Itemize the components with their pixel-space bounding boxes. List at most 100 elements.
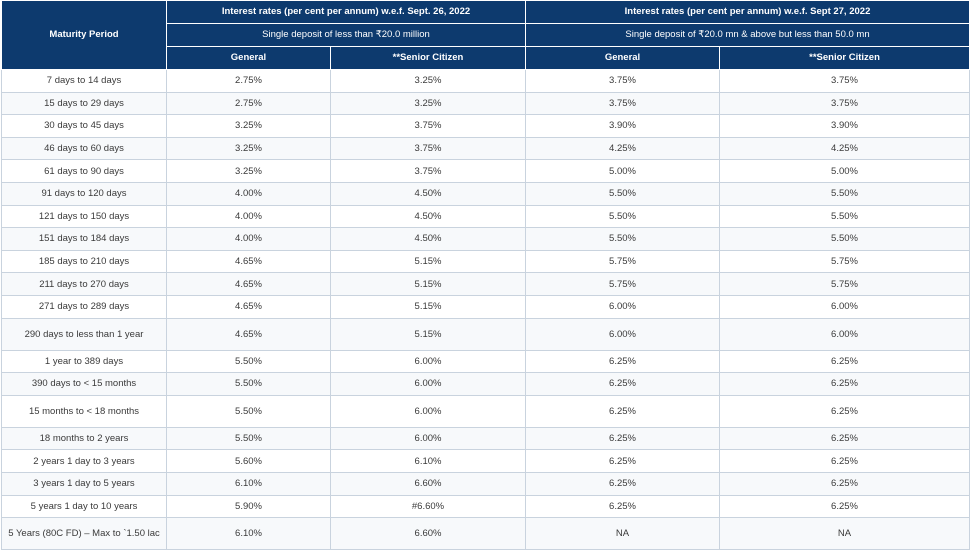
maturity-period-cell: 5 Years (80C FD) – Max to `1.50 lac <box>1 517 167 551</box>
group1-general-rate-cell: 3.25% <box>166 114 331 138</box>
group2-general-rate-cell: 6.25% <box>525 426 721 451</box>
group2-senior-rate-cell: 6.25% <box>719 449 970 473</box>
group1-senior-rate-cell: 5.15% <box>329 294 527 319</box>
maturity-period-cell: 30 days to 45 days <box>1 114 167 138</box>
group2-general-rate-cell: 6.25% <box>525 494 721 519</box>
group2-general-header: General <box>525 46 721 70</box>
group2-senior-rate-cell: 6.00% <box>719 317 970 351</box>
group1-general-rate-cell: 5.60% <box>166 449 331 473</box>
group1-senior-rate-cell: 3.75% <box>329 159 527 183</box>
group2-senior-rate-cell: 3.75% <box>719 69 970 93</box>
group2-senior-rate-cell: 6.25% <box>719 471 970 496</box>
group1-general-rate-cell: 3.25% <box>166 159 331 183</box>
maturity-period-cell: 390 days to < 15 months <box>1 372 167 396</box>
group1-general-rate-cell: 4.00% <box>166 227 331 251</box>
maturity-period-cell: 15 months to < 18 months <box>1 394 167 428</box>
maturity-period-cell: 211 days to 270 days <box>1 272 167 296</box>
table-row: 390 days to < 15 months 5.50% 6.00% 6.25% 6.… <box>1 372 970 396</box>
maturity-period-cell: 46 days to 60 days <box>1 136 167 161</box>
table-row: 2 years 1 day to 3 years 5.60% 6.10% 6.25% 6… <box>1 449 970 473</box>
group2-general-rate-cell: 5.00% <box>525 159 721 183</box>
group1-senior-header: **Senior Citizen <box>329 46 527 70</box>
group2-subtitle: Single deposit of ₹20.0 mn & above but l… <box>525 23 970 47</box>
table-row: 30 days to 45 days 3.25% 3.75% 3.90% 3.90% <box>1 114 970 138</box>
group2-general-rate-cell: 3.90% <box>525 114 721 138</box>
table-row: 5 years 1 day to 10 years 5.90% #6.60% 6.25… <box>1 494 970 519</box>
group1-senior-rate-cell: 6.10% <box>329 449 527 473</box>
group2-senior-rate-cell: 6.00% <box>719 294 970 319</box>
group1-senior-rate-cell: 5.15% <box>329 272 527 296</box>
group2-general-rate-cell: 5.50% <box>525 181 721 206</box>
maturity-period-cell: 1 year to 389 days <box>1 349 167 374</box>
group1-general-header: General <box>166 46 331 70</box>
header-row-subtitles: Single deposit of less than ₹20.0 millio… <box>2 23 970 47</box>
group1-senior-rate-cell: 3.25% <box>329 69 527 93</box>
group1-senior-rate-cell: 6.60% <box>329 517 527 551</box>
table-row: 18 months to 2 years 5.50% 6.00% 6.25% 6.25% <box>1 426 970 451</box>
table-row: 271 days to 289 days 4.65% 5.15% 6.00% 6.00% <box>1 294 970 319</box>
maturity-period-cell: 15 days to 29 days <box>1 91 167 116</box>
group1-senior-rate-cell: 3.75% <box>329 114 527 138</box>
group2-senior-rate-cell: 6.25% <box>719 426 970 451</box>
group1-general-rate-cell: 4.65% <box>166 272 331 296</box>
group2-senior-rate-cell: 6.25% <box>719 372 970 396</box>
group2-general-rate-cell: 6.25% <box>525 394 721 428</box>
group1-senior-rate-cell: 6.00% <box>329 426 527 451</box>
maturity-period-cell: 91 days to 120 days <box>1 181 167 206</box>
table-row: 91 days to 120 days 4.00% 4.50% 5.50% 5.50% <box>1 181 970 206</box>
group1-general-rate-cell: 3.25% <box>166 136 331 161</box>
group2-senior-rate-cell: 6.25% <box>719 394 970 428</box>
group2-senior-rate-cell: 6.25% <box>719 494 970 519</box>
maturity-period-header: Maturity Period <box>1 0 167 70</box>
group2-senior-rate-cell: 3.90% <box>719 114 970 138</box>
maturity-period-cell: 7 days to 14 days <box>1 69 167 93</box>
group2-general-rate-cell: 5.75% <box>525 272 721 296</box>
group1-senior-rate-cell: 5.15% <box>329 249 527 274</box>
group2-general-rate-cell: 6.25% <box>525 372 721 396</box>
group1-general-rate-cell: 5.50% <box>166 426 331 451</box>
group2-general-rate-cell: 5.50% <box>525 227 721 251</box>
table-row: 61 days to 90 days 3.25% 3.75% 5.00% 5.00% <box>1 159 970 183</box>
group1-general-rate-cell: 5.50% <box>166 349 331 374</box>
group1-senior-rate-cell: 6.00% <box>329 372 527 396</box>
group2-senior-rate-cell: 5.75% <box>719 272 970 296</box>
group1-senior-rate-cell: 6.00% <box>329 349 527 374</box>
table-row: 5 Years (80C FD) – Max to `1.50 lac 6.10%… <box>1 517 970 551</box>
group1-general-rate-cell: 5.50% <box>166 394 331 428</box>
group1-general-rate-cell: 2.75% <box>166 91 331 116</box>
group1-senior-rate-cell: 4.50% <box>329 204 527 229</box>
group2-senior-rate-cell: 6.25% <box>719 349 970 374</box>
table-row: 15 days to 29 days 2.75% 3.25% 3.75% 3.75% <box>1 91 970 116</box>
group2-general-rate-cell: 3.75% <box>525 91 721 116</box>
group2-senior-rate-cell: 5.50% <box>719 181 970 206</box>
group1-general-rate-cell: 6.10% <box>166 517 331 551</box>
maturity-period-cell: 61 days to 90 days <box>1 159 167 183</box>
maturity-period-cell: 5 years 1 day to 10 years <box>1 494 167 519</box>
table-row: 185 days to 210 days 4.65% 5.15% 5.75% 5.75% <box>1 249 970 274</box>
table-row: 211 days to 270 days 4.65% 5.15% 5.75% 5.75% <box>1 272 970 296</box>
group1-senior-rate-cell: 5.15% <box>329 317 527 351</box>
group2-general-rate-cell: 6.25% <box>525 449 721 473</box>
table-row: 46 days to 60 days 3.25% 3.75% 4.25% 4.25% <box>1 136 970 161</box>
maturity-period-cell: 18 months to 2 years <box>1 426 167 451</box>
table-header: Maturity Period Interest rates (per cent… <box>1 0 970 70</box>
group1-general-rate-cell: 4.65% <box>166 249 331 274</box>
table-row: 151 days to 184 days 4.00% 4.50% 5.50% 5.50% <box>1 227 970 251</box>
header-row-columns: General **Senior Citizen General **Senio… <box>2 46 970 70</box>
group1-senior-rate-cell: 4.50% <box>329 181 527 206</box>
group1-senior-rate-cell: 3.25% <box>329 91 527 116</box>
table-row: 290 days to less than 1 year 4.65% 5.15% 6.… <box>1 317 970 351</box>
group2-senior-rate-cell: 4.25% <box>719 136 970 161</box>
group1-general-rate-cell: 5.50% <box>166 372 331 396</box>
table-row: 7 days to 14 days 2.75% 3.25% 3.75% 3.75% <box>1 69 970 93</box>
group2-general-rate-cell: 6.25% <box>525 349 721 374</box>
group1-subtitle: Single deposit of less than ₹20.0 millio… <box>165 23 527 47</box>
group2-general-rate-cell: 6.00% <box>525 294 721 319</box>
group2-senior-header: **Senior Citizen <box>719 46 970 70</box>
table-row: 121 days to 150 days 4.00% 4.50% 5.50% 5.50% <box>1 204 970 229</box>
group2-general-rate-cell: NA <box>525 517 721 551</box>
maturity-period-cell: 121 days to 150 days <box>1 204 167 229</box>
group1-senior-rate-cell: 6.60% <box>329 471 527 496</box>
group2-general-rate-cell: 5.75% <box>525 249 721 274</box>
